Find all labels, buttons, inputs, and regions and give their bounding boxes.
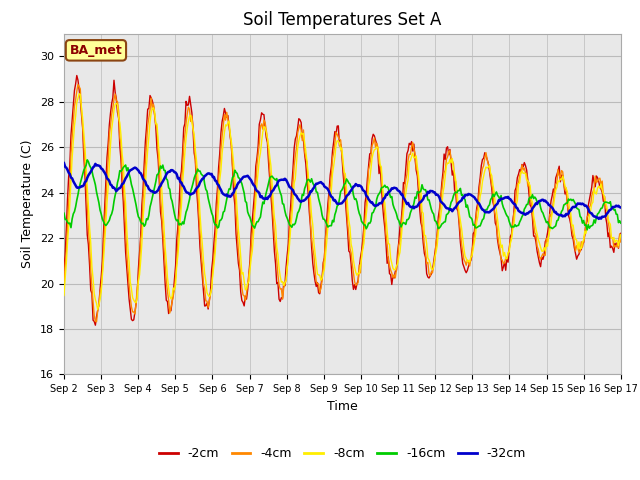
Y-axis label: Soil Temperature (C): Soil Temperature (C) [22, 140, 35, 268]
Title: Soil Temperatures Set A: Soil Temperatures Set A [243, 11, 442, 29]
Legend: -2cm, -4cm, -8cm, -16cm, -32cm: -2cm, -4cm, -8cm, -16cm, -32cm [154, 442, 531, 465]
X-axis label: Time: Time [327, 400, 358, 413]
Text: BA_met: BA_met [70, 44, 122, 57]
